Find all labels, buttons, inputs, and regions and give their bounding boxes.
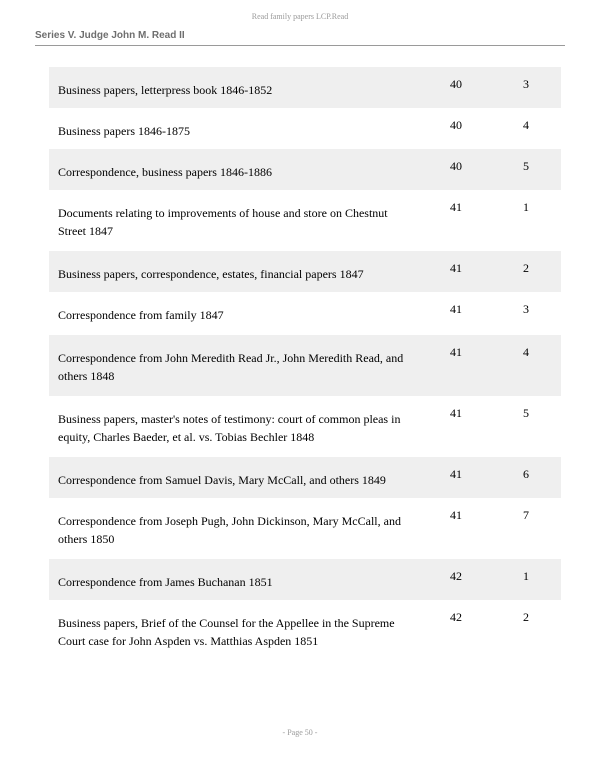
row-folder: 5	[523, 406, 529, 420]
row-description: Correspondence from family 1847	[58, 308, 224, 322]
page-number: - Page 50 -	[282, 728, 318, 737]
row-description: Business papers, master's notes of testi…	[58, 412, 401, 444]
list-row: Correspondence from Joseph Pugh, John Di…	[49, 498, 561, 559]
row-folder: 1	[523, 569, 529, 583]
series-title: Series V. Judge John M. Read II	[35, 30, 185, 41]
row-box: 41	[450, 406, 462, 420]
row-folder: 5	[523, 159, 529, 173]
row-description: Correspondence from John Meredith Read J…	[58, 351, 404, 383]
header-divider	[35, 45, 565, 46]
row-description: Business papers 1846-1875	[58, 124, 190, 138]
row-folder: 1	[523, 200, 529, 214]
list-row: Documents relating to improvements of ho…	[49, 190, 561, 251]
row-box: 40	[450, 118, 462, 132]
list-row: Correspondence from Samuel Davis, Mary M…	[49, 457, 561, 498]
row-description: Business papers, letterpress book 1846-1…	[58, 83, 273, 97]
list-row: Correspondence, business papers 1846-188…	[49, 149, 561, 190]
row-description: Documents relating to improvements of ho…	[58, 206, 388, 238]
list-row: Correspondence from John Meredith Read J…	[49, 335, 561, 396]
row-box: 40	[450, 159, 462, 173]
row-box: 40	[450, 77, 462, 91]
row-description: Business papers, Brief of the Counsel fo…	[58, 616, 395, 648]
row-folder: 4	[523, 118, 529, 132]
row-description: Correspondence, business papers 1846-188…	[58, 165, 272, 179]
row-folder: 2	[523, 261, 529, 275]
list-row: Correspondence from James Buchanan 1851 …	[49, 559, 561, 600]
row-box: 41	[450, 200, 462, 214]
row-folder: 6	[523, 467, 529, 481]
running-head: Read family papers LCP.Read	[251, 12, 349, 21]
row-box: 42	[450, 569, 462, 583]
list-row: Business papers, master's notes of testi…	[49, 396, 561, 457]
list-row: Business papers, letterpress book 1846-1…	[49, 67, 561, 108]
row-folder: 7	[523, 508, 529, 522]
row-box: 41	[450, 345, 462, 359]
row-description: Business papers, correspondence, estates…	[58, 267, 364, 281]
row-box: 41	[450, 508, 462, 522]
row-description: Correspondence from Joseph Pugh, John Di…	[58, 514, 401, 546]
row-box: 42	[450, 610, 462, 624]
list-row: Correspondence from family 1847 41 3	[49, 292, 561, 335]
row-description: Correspondence from James Buchanan 1851	[58, 575, 273, 589]
list-row: Business papers, Brief of the Counsel fo…	[49, 600, 561, 661]
row-folder: 4	[523, 345, 529, 359]
list-row: Business papers, correspondence, estates…	[49, 251, 561, 292]
list-row: Business papers 1846-1875 40 4	[49, 108, 561, 149]
row-folder: 3	[523, 77, 529, 91]
row-folder: 3	[523, 302, 529, 316]
container-list: Business papers, letterpress book 1846-1…	[49, 67, 561, 661]
row-box: 41	[450, 467, 462, 481]
row-folder: 2	[523, 610, 529, 624]
row-description: Correspondence from Samuel Davis, Mary M…	[58, 473, 386, 487]
row-box: 41	[450, 302, 462, 316]
row-box: 41	[450, 261, 462, 275]
